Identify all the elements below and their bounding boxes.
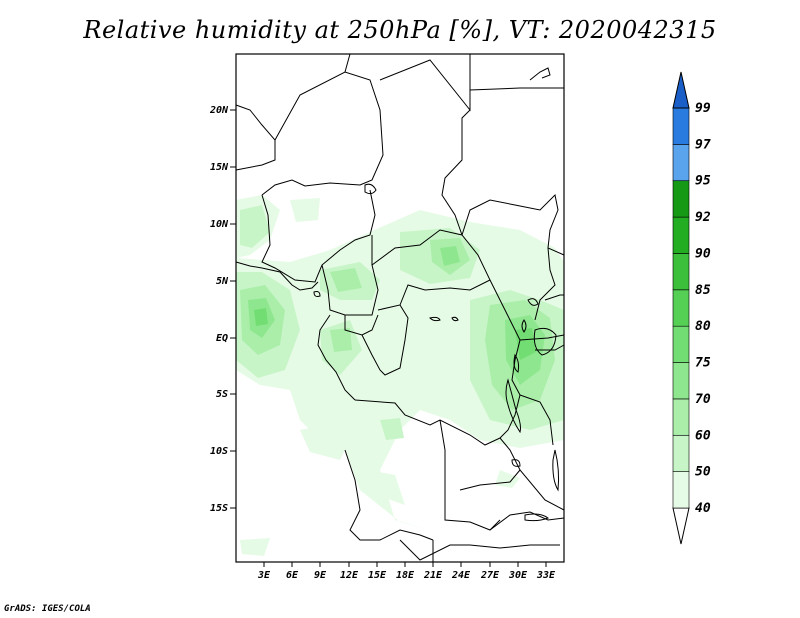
colorbar-label-75: 75 — [695, 356, 711, 371]
colorbar-upper-arrow — [672, 71, 690, 109]
colorbar-label-80: 80 — [695, 319, 711, 334]
colorbar-segment — [672, 471, 690, 509]
lat-label-5n: 5N — [216, 276, 229, 287]
lat-label-15s: 15S — [210, 503, 228, 514]
lat-label-eq: EQ — [216, 333, 228, 344]
lon-label-30e: 30E — [508, 570, 528, 581]
chart-title: Relative humidity at 250hPa [%], VT: 202… — [83, 16, 717, 44]
lon-label-9e: 9E — [314, 570, 327, 581]
lon-label-27e: 27E — [480, 570, 500, 581]
map-frame — [235, 53, 565, 563]
rh-75-area — [254, 308, 536, 360]
grads-credit: GrADS: IGES/COLA — [4, 604, 91, 614]
colorbar-label-99: 99 — [695, 101, 711, 116]
lon-label-15e: 15E — [368, 570, 387, 581]
colorbar-segment — [672, 325, 690, 363]
lat-label-15n: 15N — [210, 162, 229, 173]
colorbar-segment — [672, 144, 690, 182]
lon-label-18e: 18E — [396, 570, 415, 581]
colorbar-segment — [672, 398, 690, 436]
colorbar-label-60: 60 — [695, 428, 711, 443]
colorbar-lower-arrow — [672, 507, 690, 545]
colorbar-segment — [672, 362, 690, 400]
colorbar-segment — [672, 289, 690, 327]
colorbar-label-92: 92 — [695, 210, 711, 225]
lat-label-5s: 5S — [216, 389, 228, 400]
lon-label-21e: 21E — [423, 570, 443, 581]
colorbar-label-70: 70 — [695, 392, 711, 407]
lon-axis: 3E 6E 9E 12E 15E 18E 21E 24E 27E 30E 33E — [257, 562, 556, 581]
colorbar-label-40: 40 — [695, 501, 711, 516]
colorbar-segment — [672, 253, 690, 291]
lat-label-10s: 10S — [210, 446, 228, 457]
lon-label-12e: 12E — [340, 570, 359, 581]
colorbar-label-90: 90 — [695, 246, 711, 261]
humidity-field — [236, 195, 564, 556]
lat-label-10n: 10N — [210, 219, 229, 230]
colorbar-label-95: 95 — [695, 174, 711, 189]
colorbar-label-50: 50 — [695, 465, 711, 480]
lat-axis: 20N 15N 10N 5N EQ 5S 10S 15S — [209, 105, 236, 514]
colorbar-label-85: 85 — [695, 283, 711, 298]
colorbar-segment — [672, 180, 690, 218]
lon-label-6e: 6E — [286, 570, 299, 581]
colorbar-segment — [672, 216, 690, 254]
lon-label-24e: 24E — [451, 570, 471, 581]
colorbar-segment — [672, 107, 690, 145]
lat-label-20n: 20N — [209, 105, 229, 116]
colorbar: 40 50 60 70 75 80 85 90 92 95 97 99 — [672, 71, 711, 545]
colorbar-label-97: 97 — [695, 137, 711, 152]
lon-label-3e: 3E — [257, 570, 271, 581]
lon-label-33e: 33E — [536, 570, 556, 581]
colorbar-segment — [672, 434, 690, 472]
borders — [235, 53, 565, 562]
